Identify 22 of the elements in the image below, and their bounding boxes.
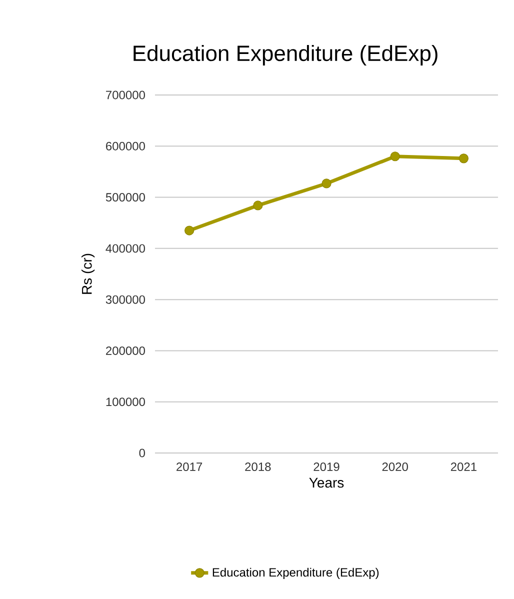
x-tick-label: 2020 [382,462,408,472]
chart-title: Education Expenditure (EdExp) [134,44,438,66]
point [322,178,332,188]
y-tick-label: 500000 [106,193,145,202]
y-tick-label: 100000 [106,398,145,406]
point [184,226,194,236]
y-tick-label: 0 [139,448,146,458]
y-tick-label: 300000 [106,295,145,304]
legend-label: Education Expenditure (EdExp) [212,568,379,580]
x-axis-title: Years [309,478,344,488]
y-tick-label: 400000 [106,244,145,253]
x-tick-label: 2018 [245,462,271,472]
point [390,152,400,162]
x-tick-label: 2017 [176,462,202,472]
y-tick-label: 700000 [106,90,145,100]
y-tick-label: 200000 [106,346,145,355]
point [458,154,468,164]
point [253,200,263,210]
y-axis-title: Rs (cr) [82,254,95,294]
x-tick-label: 2019 [314,462,340,472]
x-tick-label: 2021 [450,462,476,472]
y-tick-label: 600000 [106,142,145,150]
